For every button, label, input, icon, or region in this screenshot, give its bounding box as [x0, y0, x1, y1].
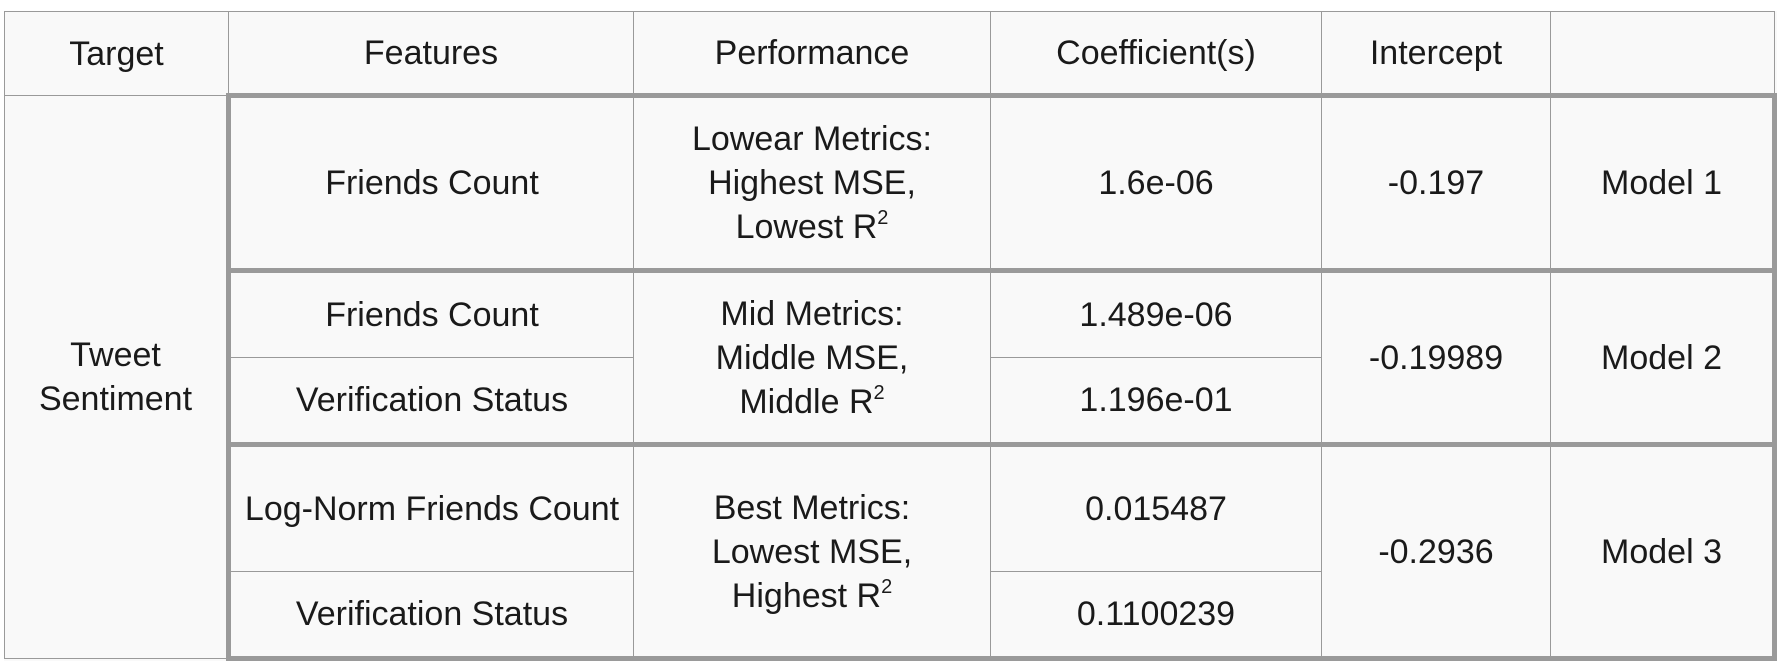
feature-cell: Verification Status [226, 571, 634, 661]
model-label-cell: Model 3 [1550, 442, 1777, 661]
performance-prefix: Mid Metrics: [720, 294, 904, 333]
feature-cell: Friends Count [226, 93, 634, 273]
performance-r2: Lowest R [735, 208, 878, 246]
header-row: Target Features Performance Coefficient(… [4, 11, 1775, 96]
performance-prefix: Lowear Metrics: [692, 120, 932, 158]
performance-cell: Mid Metrics: Middle MSE, Middle R2 [633, 268, 991, 447]
header-features: Features [228, 11, 634, 96]
header-coefficients: Coefficient(s) [990, 11, 1322, 96]
target-cell: Tweet Sentiment [4, 95, 229, 659]
performance-cell: Lowear Metrics: Highest MSE, Lowest R2 [633, 93, 991, 273]
table-row: Log-Norm Friends Count Best Metrics: Low… [5, 442, 1777, 661]
coefficient-cell: 1.489e-06 [990, 268, 1322, 358]
performance-mse: Middle MSE, [715, 338, 909, 377]
model-label-cell: Model 2 [1550, 268, 1777, 447]
header-intercept: Intercept [1321, 11, 1551, 96]
header-target: Target [4, 11, 229, 96]
table-row: Friends Count Mid Metrics: Middle MSE, M… [5, 268, 1777, 447]
coefficient-cell: 1.196e-01 [990, 357, 1322, 447]
intercept-cell: -0.197 [1321, 93, 1551, 273]
model-comparison-table: Target Features Performance Coefficient(… [4, 11, 1777, 661]
feature-cell: Friends Count [226, 268, 634, 358]
feature-cell: Log-Norm Friends Count [226, 442, 634, 572]
performance-mse: Highest MSE, [708, 164, 916, 202]
feature-cell: Verification Status [226, 357, 634, 447]
table-row: Tweet Sentiment Friends Count Lowear Met… [4, 93, 1777, 659]
performance-r2: Middle R [739, 382, 874, 421]
performance-prefix: Best Metrics: [713, 488, 911, 527]
header-model [1550, 11, 1775, 96]
superscript: 2 [881, 575, 893, 598]
table-row: Verification Status 1.196e-01 [5, 357, 1775, 447]
coefficient-cell: 0.1100239 [990, 571, 1322, 661]
superscript: 2 [873, 381, 885, 404]
performance-mse: Lowest MSE, [711, 532, 913, 571]
target-label: Tweet Sentiment [38, 336, 193, 418]
performance-cell: Best Metrics: Lowest MSE, Highest R2 [633, 442, 991, 661]
intercept-cell: -0.19989 [1321, 268, 1551, 447]
model-label-cell: Model 1 [1550, 93, 1777, 273]
coefficient-cell: 1.6e-06 [990, 93, 1322, 273]
superscript: 2 [877, 207, 889, 229]
performance-r2: Highest R [731, 576, 882, 615]
coefficient-cell: 0.015487 [990, 442, 1322, 572]
intercept-cell: -0.2936 [1321, 442, 1551, 661]
header-performance: Performance [633, 11, 991, 96]
